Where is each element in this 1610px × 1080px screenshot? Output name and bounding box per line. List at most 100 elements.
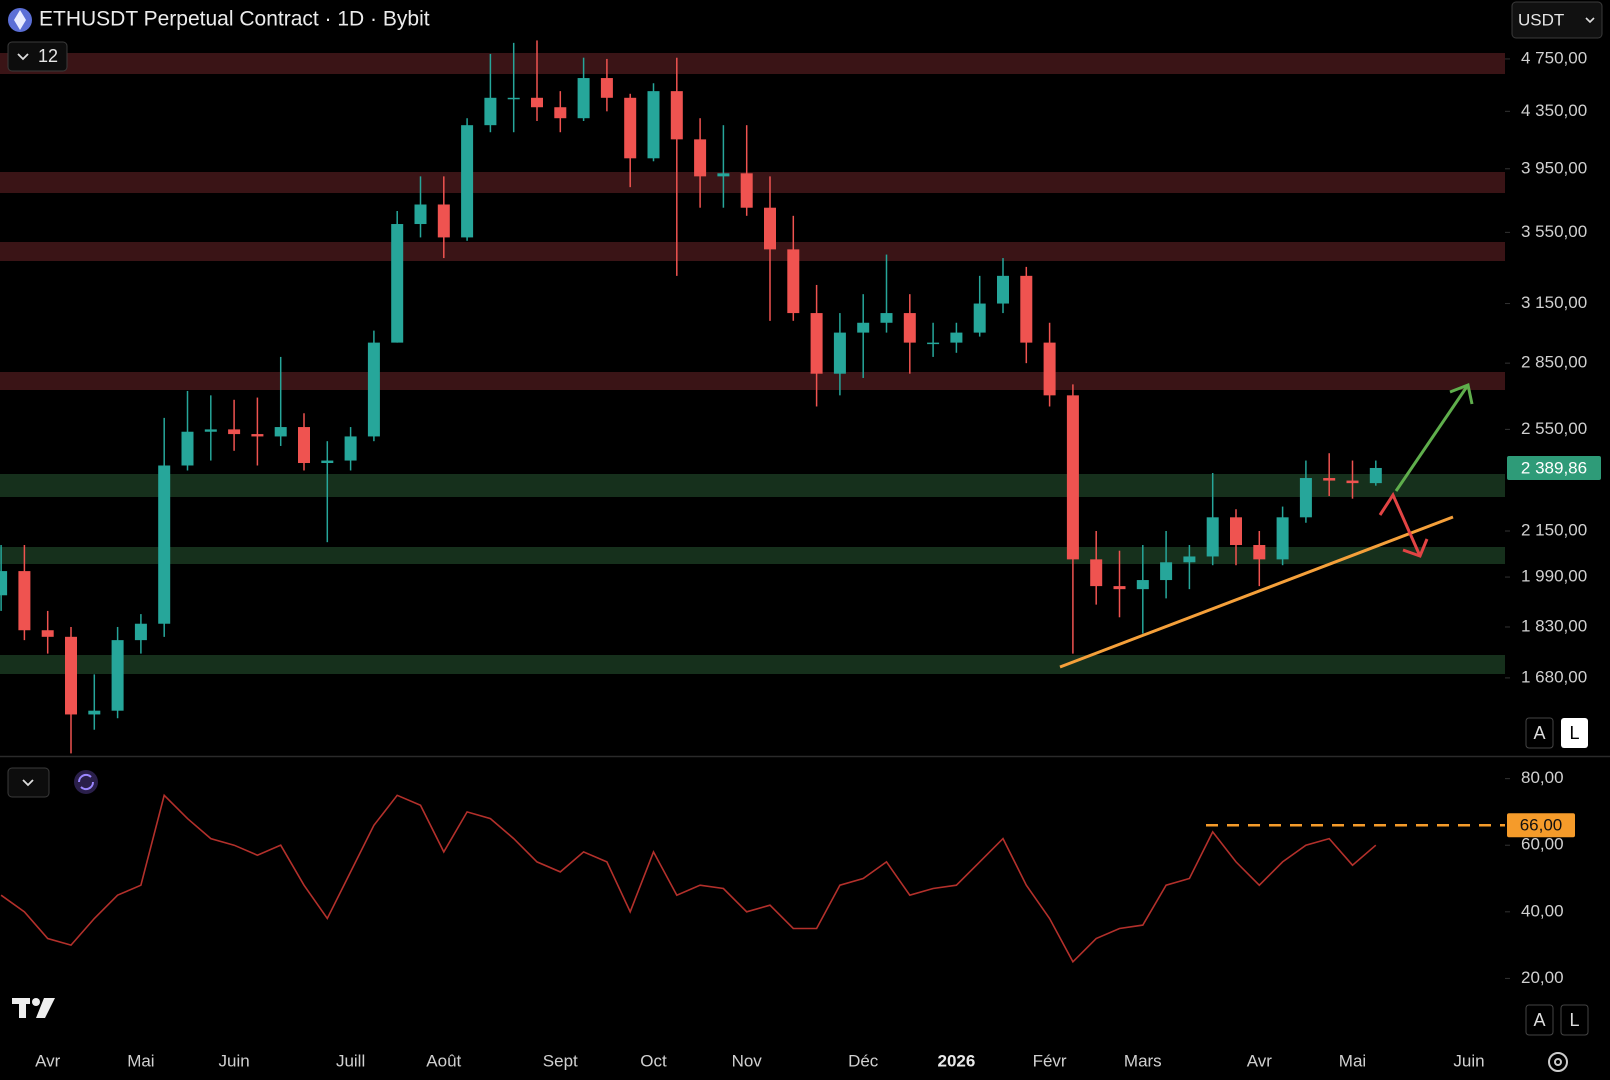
tradingview-logo xyxy=(12,998,55,1018)
candle-body xyxy=(1020,275,1033,343)
candle-body xyxy=(973,303,986,333)
candle-body xyxy=(298,427,310,464)
x-tick-label: Mars xyxy=(1124,1051,1162,1070)
candle-body xyxy=(997,275,1009,304)
level-tag xyxy=(1507,813,1575,838)
candle-body xyxy=(927,342,940,345)
candle-body xyxy=(88,710,101,715)
resistance-zone xyxy=(0,53,1505,74)
logo-part xyxy=(19,998,26,1018)
log-scale-button[interactable] xyxy=(1561,718,1588,748)
candle-body xyxy=(624,97,637,159)
y-tick-label: 4 750,00 xyxy=(1521,48,1587,67)
x-tick-label: Mai xyxy=(1339,1051,1366,1070)
candle-body xyxy=(1090,559,1103,587)
candle-body xyxy=(134,623,147,641)
candle-body xyxy=(0,571,8,596)
last-price-label: 2 389,86 xyxy=(1521,458,1587,477)
candle-body xyxy=(787,249,800,314)
candle-body xyxy=(1230,517,1242,546)
chevron xyxy=(22,779,34,787)
candle-body xyxy=(1206,517,1219,557)
rsi-line xyxy=(0,793,1377,964)
y-tick-label: 20,00 xyxy=(1521,968,1564,987)
y-tick-label: 2 150,00 xyxy=(1521,520,1587,539)
refresh-icon xyxy=(77,773,95,791)
coin-icon-glyph xyxy=(14,10,26,30)
candle-body xyxy=(1066,395,1079,560)
y-tick-label: 40,00 xyxy=(1521,901,1564,920)
logo-part xyxy=(36,998,55,1018)
x-tick-label: Juill xyxy=(336,1051,365,1070)
y-tick-label: 1 680,00 xyxy=(1521,667,1587,686)
candle-body xyxy=(461,125,474,238)
candle-body xyxy=(600,78,613,98)
support-zone xyxy=(0,474,1505,497)
y-tick-label: 3 550,00 xyxy=(1521,222,1587,241)
refresh-button[interactable] xyxy=(74,770,98,794)
candle-body xyxy=(251,434,264,437)
candle-body xyxy=(1043,342,1056,396)
auto-scale-label: A xyxy=(1533,1010,1545,1030)
candle-body xyxy=(810,313,823,374)
last-price-tag xyxy=(1507,456,1601,481)
support-zone xyxy=(0,547,1505,564)
log-scale-label: L xyxy=(1569,1010,1579,1030)
candle-body xyxy=(204,429,217,432)
y-tick-label: 1 830,00 xyxy=(1521,616,1587,635)
auto-scale-button[interactable] xyxy=(1525,1004,1554,1036)
auto-scale-label: A xyxy=(1533,723,1545,743)
candle-body xyxy=(65,636,77,715)
auto-scale-button[interactable] xyxy=(1525,717,1554,749)
chart-title: ETHUSDT Perpetual Contract · 1D · Bybit xyxy=(39,8,430,31)
trend-line xyxy=(1059,515,1454,669)
candle-body xyxy=(694,139,707,177)
candle-body xyxy=(111,640,124,711)
candle-body xyxy=(41,630,54,637)
bear-arrow xyxy=(1378,491,1422,557)
y-tick-label: 1 990,00 xyxy=(1521,567,1587,586)
candle-body xyxy=(1369,467,1382,484)
support-zone xyxy=(0,655,1505,674)
candle-body xyxy=(321,460,334,464)
settings-icon[interactable] xyxy=(1548,1052,1568,1072)
candle-body xyxy=(274,427,287,437)
candle-body xyxy=(1299,478,1312,518)
candle-body xyxy=(158,465,171,624)
bear-arrow-head xyxy=(1402,538,1429,558)
y-tick-label: 3 950,00 xyxy=(1521,158,1587,177)
x-tick-label: 2026 xyxy=(937,1051,975,1070)
x-tick-label: Mai xyxy=(127,1051,154,1070)
currency-select[interactable] xyxy=(1511,1,1603,39)
candle-body xyxy=(717,173,730,177)
settings-icon-core xyxy=(1554,1058,1562,1066)
candle-body xyxy=(531,97,543,108)
indicator-toggle[interactable] xyxy=(7,41,68,72)
x-tick-label: Sept xyxy=(543,1051,578,1070)
resistance-zone xyxy=(0,372,1505,390)
candle-body xyxy=(950,332,963,343)
candles xyxy=(0,40,1382,754)
y-tick-label: 2 850,00 xyxy=(1521,353,1587,372)
currency-label: USDT xyxy=(1518,10,1564,29)
log-scale-button[interactable] xyxy=(1560,1004,1589,1036)
candle-body xyxy=(484,97,497,126)
candle-body xyxy=(507,97,520,100)
x-tick-label: Déc xyxy=(848,1051,879,1070)
indicator-count: 12 xyxy=(38,46,58,66)
resistance-zone xyxy=(0,242,1505,261)
candle-body xyxy=(437,204,450,238)
y-tick-label: 3 150,00 xyxy=(1521,293,1587,312)
candle-body xyxy=(903,313,916,343)
y-tick-label: 80,00 xyxy=(1521,768,1564,787)
x-tick-label: Avr xyxy=(35,1051,61,1070)
candle-body xyxy=(833,332,846,374)
pane-toggle[interactable] xyxy=(7,767,50,798)
candle-body xyxy=(857,322,870,333)
candle-body xyxy=(1253,545,1266,560)
x-tick-label: Juin xyxy=(1453,1051,1484,1070)
x-tick-label: Juin xyxy=(219,1051,250,1070)
